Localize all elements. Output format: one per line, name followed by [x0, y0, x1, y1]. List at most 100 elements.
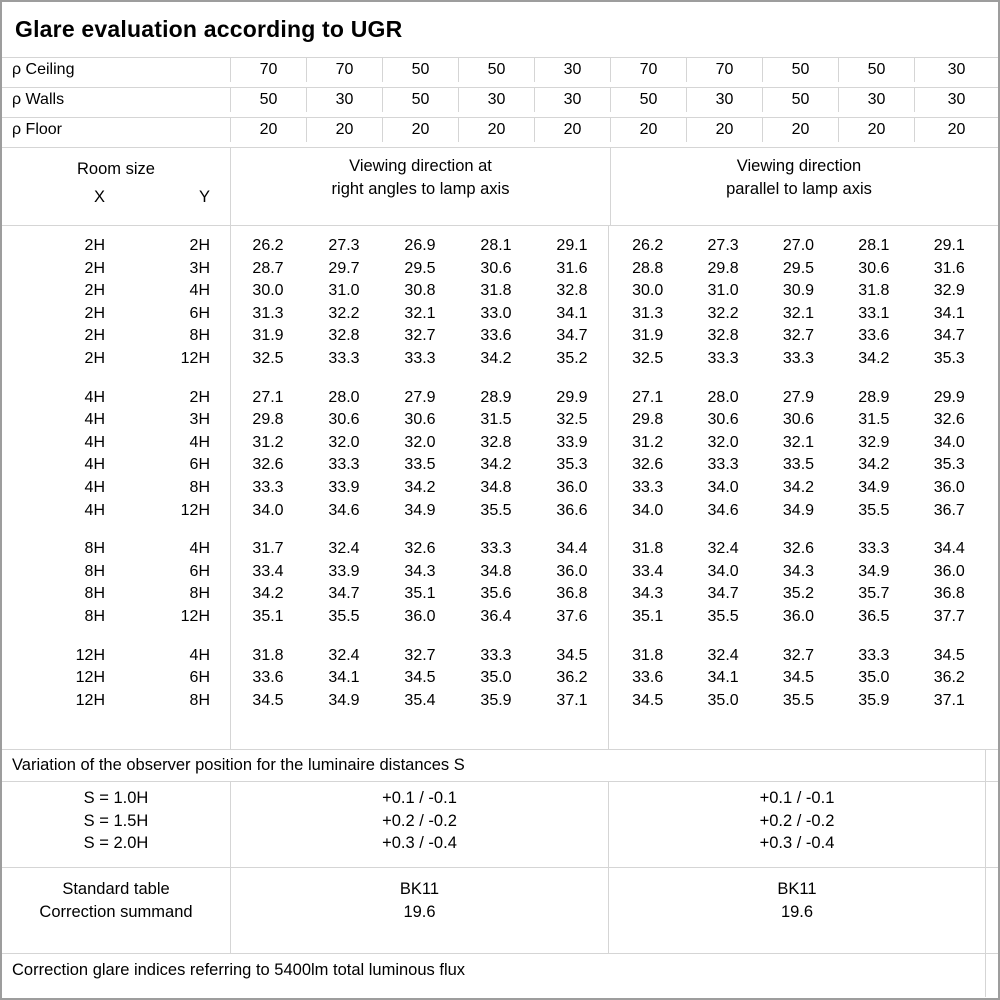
ugr-value: 34.0	[632, 501, 664, 519]
ugr-block: 2H 2H 26.2 27.3 26.9 28.1 29.1 26.2 27.3 27.0 28.1…	[2, 235, 998, 371]
ugr-value: 28.7	[252, 259, 284, 277]
s-value: +0.2 / -0.2	[382, 811, 457, 830]
ugr-row: 2H 8H 31.9 32.8 32.7 33.6 34.7 31.9 32.8 32.7 33.6…	[2, 325, 998, 348]
ugr-value: 27.1	[632, 388, 664, 406]
ugr-value: 33.3	[707, 456, 739, 474]
ugr-value: 28.0	[328, 388, 360, 406]
reflectance-value: 50	[610, 88, 686, 112]
ugr-value: 33.5	[782, 456, 815, 474]
ugr-value: 36.2	[933, 669, 965, 687]
reflectance-value: 30	[838, 88, 914, 112]
ugr-value: 34.3	[632, 585, 664, 603]
standard-spacer	[985, 868, 998, 953]
ugr-value: 33.3	[858, 540, 890, 558]
ugr-value: 35.2	[556, 349, 588, 367]
room-y-value: 8H	[189, 327, 210, 345]
ugr-row: 4H 8H 33.3 33.9 34.2 34.8 36.0 33.3 34.0 34.2 34.9…	[2, 477, 998, 500]
s-label: S = 2.0H	[83, 834, 149, 852]
room-y-value: 6H	[189, 456, 210, 474]
row-spacer	[212, 325, 230, 348]
reflectance-value: 20	[382, 118, 458, 142]
ugr-value: 33.6	[252, 669, 284, 687]
ugr-value: 35.9	[858, 691, 890, 709]
ugr-value: 33.9	[328, 478, 360, 496]
s-label: S = 1.0H	[83, 789, 149, 807]
row-spacer	[212, 583, 230, 606]
room-y-value: 6H	[189, 304, 210, 322]
reflectance-value: 50	[458, 58, 534, 82]
ugr-value: 33.3	[782, 349, 815, 367]
room-x-value: 4H	[84, 433, 105, 451]
ugr-value: 31.5	[858, 411, 890, 429]
room-x-value: 2H	[84, 304, 105, 322]
ugr-value: 34.5	[556, 646, 588, 664]
ugr-value: 27.0	[782, 237, 815, 254]
ugr-value: 31.5	[480, 411, 512, 429]
ugr-value: 31.6	[556, 259, 588, 277]
ugr-value: 31.3	[252, 304, 284, 322]
ugr-data-area: 2H 2H 26.2 27.3 26.9 28.1 29.1 26.2 27.3 27.0 28.1…	[2, 226, 998, 750]
room-y-value: 6H	[189, 669, 210, 687]
ugr-value: 30.6	[707, 411, 739, 429]
standard-values-right: BK11 19.6	[608, 868, 985, 953]
viewing-direction-right-header: Viewing direction parallel to lamp axis	[610, 148, 987, 225]
ugr-value: 30.0	[252, 282, 284, 300]
ugr-row: 4H 12H 34.0 34.6 34.9 35.5 36.6 34.0 34.6 34.9 35.…	[2, 500, 998, 523]
ugr-value: 37.1	[556, 691, 588, 709]
reflectance-value: 20	[914, 118, 998, 142]
ugr-value: 34.5	[252, 691, 284, 709]
room-x-value: 4H	[84, 456, 105, 474]
ugr-value: 29.8	[632, 411, 664, 429]
reflectance-value: 50	[838, 58, 914, 82]
ugr-value: 34.6	[707, 501, 739, 519]
reflectance-value: 70	[306, 58, 382, 82]
room-y-value: 3H	[189, 411, 210, 429]
ugr-value: 37.6	[556, 607, 588, 625]
ugr-row: 4H 2H 27.1 28.0 27.9 28.9 29.9 27.1 28.0 27.9 28.9…	[2, 387, 998, 410]
ugr-value: 33.1	[858, 304, 890, 322]
ugr-value: 32.0	[328, 433, 360, 451]
row-spacer	[212, 645, 230, 668]
ugr-value: 33.3	[404, 349, 436, 367]
ugr-value: 36.6	[556, 501, 588, 519]
ugr-value: 35.3	[556, 456, 588, 474]
standard-labels: Standard table Correction summand	[2, 868, 230, 953]
ugr-value: 29.1	[556, 237, 588, 254]
row-spacer	[212, 606, 230, 629]
room-x-value: 8H	[84, 585, 105, 603]
standard-label: Standard table	[62, 880, 170, 898]
room-y-value: 4H	[189, 282, 210, 300]
ugr-value: 35.4	[404, 691, 436, 709]
ugr-value: 35.5	[782, 691, 815, 709]
reflectance-value: 20	[762, 118, 838, 142]
ugr-value: 29.5	[782, 259, 815, 277]
ugr-value: 32.8	[707, 327, 739, 345]
row-spacer	[212, 432, 230, 455]
ugr-value: 31.8	[252, 646, 284, 664]
ugr-row: 2H 4H 30.0 31.0 30.8 31.8 32.8 30.0 31.0 30.9 31.8…	[2, 280, 998, 303]
ugr-row: 4H 4H 31.2 32.0 32.0 32.8 33.9 31.2 32.0 32.1 32.9…	[2, 432, 998, 455]
row-spacer	[212, 280, 230, 303]
ugr-value: 34.5	[404, 669, 436, 687]
ugr-value: 34.5	[933, 646, 965, 664]
ugr-block: 8H 4H 31.7 32.4 32.6 33.3 34.4 31.8 32.4 32.6 33.3…	[2, 538, 998, 628]
ugr-row: 12H 6H 33.6 34.1 34.5 35.0 36.2 33.6 34.1 34.5 35.…	[2, 667, 998, 690]
ugr-value: 33.3	[632, 478, 664, 496]
ugr-value: 31.8	[858, 282, 890, 300]
row-spacer	[212, 348, 230, 371]
ugr-value: 27.9	[782, 388, 815, 406]
ugr-value: 31.0	[328, 282, 360, 300]
reflectance-value: 70	[230, 58, 306, 82]
room-y-value: 3H	[189, 259, 210, 277]
room-y-value: 12H	[180, 607, 210, 625]
ugr-value: 36.0	[404, 607, 436, 625]
ugr-value: 36.8	[933, 585, 965, 603]
ugr-value: 30.0	[632, 282, 664, 300]
ugr-value: 33.6	[632, 669, 664, 687]
room-x-value: 12H	[75, 669, 105, 687]
room-x-value: 4H	[84, 411, 105, 429]
ugr-value: 36.8	[556, 585, 588, 603]
ugr-value: 28.9	[480, 388, 512, 406]
row-spacer	[212, 387, 230, 410]
